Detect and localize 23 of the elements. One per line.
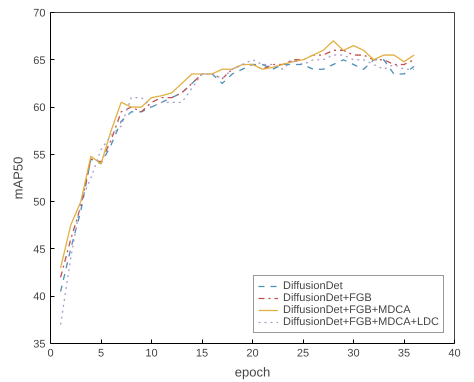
y-axis-title: mAP50 <box>10 156 26 200</box>
x-tick-label: 15 <box>196 348 208 360</box>
y-tick-label: 70 <box>33 8 46 20</box>
x-tick-label: 10 <box>145 348 158 360</box>
y-tick-label: 55 <box>33 149 46 162</box>
legend-label: DiffusionDet <box>283 280 343 292</box>
x-tick-label: 30 <box>347 348 360 360</box>
y-tick-label: 35 <box>33 338 46 350</box>
x-tick-label: 35 <box>398 348 410 360</box>
y-tick-label: 40 <box>33 291 46 304</box>
legend-label: DiffusionDet+FGB+MDCA <box>283 304 411 316</box>
legend-label: DiffusionDet+FGB <box>283 292 372 304</box>
legend-label: DiffusionDet+FGB+MDCA+LDC <box>283 316 439 328</box>
x-tick-label: 5 <box>98 348 104 360</box>
x-tick-label: 20 <box>246 348 259 360</box>
x-tick-label: 40 <box>448 348 461 360</box>
y-tick-label: 60 <box>33 102 46 114</box>
y-tick-label: 50 <box>33 196 46 209</box>
y-tick-label: 45 <box>33 244 46 256</box>
y-tick-label: 65 <box>33 54 46 67</box>
x-tick-label: 25 <box>296 348 310 360</box>
x-tick-label: 0 <box>47 348 54 360</box>
x-axis-title: epoch <box>234 364 270 380</box>
